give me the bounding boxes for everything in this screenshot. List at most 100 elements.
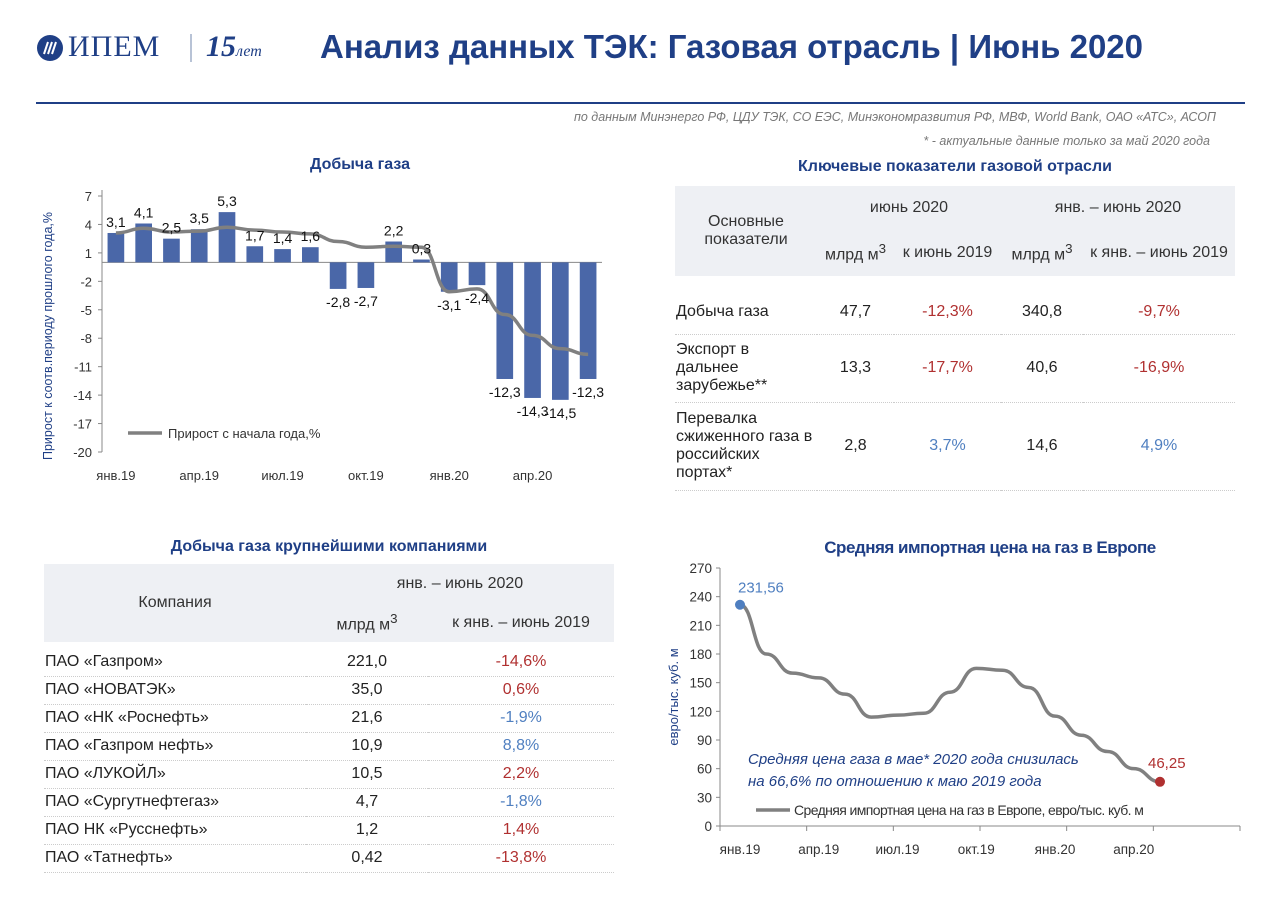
company-change: 0,6% <box>502 681 540 698</box>
key-group-june: июнь 2020 <box>869 199 949 216</box>
key-row-name: Перевалка сжиженного газа в российских п… <box>676 410 813 481</box>
x-tick-label: июл.19 <box>875 842 919 857</box>
company-col-name: Компания <box>138 594 212 611</box>
end-point <box>1155 776 1165 787</box>
data-label: 46,25 <box>1148 755 1186 772</box>
production-chart-title: Добыча газа <box>310 156 410 173</box>
y-tick-label: 150 <box>689 676 712 691</box>
bar <box>468 262 486 286</box>
key-row-p2: -16,9% <box>1133 359 1185 376</box>
table-row: ПАО «НОВАТЭК» 35,0 0,6% <box>44 676 614 704</box>
page-title: Анализ данных ТЭК: Газовая отрасль | Июн… <box>320 28 1144 65</box>
table-row: ПАО «ЛУКОЙЛ» 10,5 2,2% <box>44 760 614 788</box>
table-row: Экспорт в дальнее зарубежье** 13,3 -17,7… <box>675 334 1235 402</box>
key-unit-a: млрд м3 <box>824 241 887 264</box>
key-table-title: Ключевые показатели газовой отрасли <box>798 158 1112 175</box>
key-row-v2: 340,8 <box>1021 302 1063 320</box>
company-value: 10,9 <box>351 737 383 754</box>
company-name: ПАО «Татнефть» <box>45 849 173 866</box>
data-label: -14,5 <box>544 405 576 421</box>
data-label: 0,3 <box>412 241 432 257</box>
x-tick-label: янв.20 <box>430 468 469 483</box>
company-value: 221,0 <box>346 652 388 670</box>
company-col-change: к янв. – июнь 2019 <box>452 614 590 631</box>
bar <box>274 249 291 263</box>
company-name: ПАО «Газпром» <box>45 652 163 670</box>
data-label: 5,3 <box>217 193 237 209</box>
data-label: -2,7 <box>354 293 378 309</box>
table-row: ПАО «НК «Роснефть» 21,6 -1,9% <box>44 704 614 732</box>
y-tick-label: 60 <box>697 762 712 777</box>
y-tick-label: 30 <box>697 790 712 805</box>
y-tick-label: 1 <box>85 246 92 261</box>
footnote: * - актуальные данные только за май 2020… <box>923 134 1210 148</box>
key-unit-c: млрд м3 <box>1011 241 1073 264</box>
bar <box>357 262 375 288</box>
legend-label: Прирост с начала года,% <box>168 426 321 441</box>
company-change: -13,8% <box>495 849 547 866</box>
bar <box>552 262 569 400</box>
data-label: 1,7 <box>245 227 265 243</box>
data-label: 1,6 <box>301 228 321 244</box>
start-point <box>735 599 745 610</box>
key-col-main: Основные показатели <box>704 213 788 248</box>
key-row-p1: -12,3% <box>922 302 973 320</box>
x-tick-label: янв.19 <box>96 468 135 483</box>
company-change: 2,2% <box>502 765 540 782</box>
y-tick-label: 120 <box>689 704 712 719</box>
series-line <box>739 602 1161 784</box>
data-label: 4,1 <box>134 204 154 220</box>
logo-text: ИПЕМ <box>68 30 161 63</box>
legend-label: Средняя импортная цена на газ в Европе, … <box>794 802 1143 818</box>
bar <box>163 238 180 263</box>
logo-years: 15лет <box>206 30 262 63</box>
bar <box>413 259 430 263</box>
data-label: 3,1 <box>106 214 126 230</box>
y-tick-label: -11 <box>74 360 92 375</box>
data-label: 2,5 <box>162 220 182 236</box>
key-row-p2: 4,9% <box>1140 437 1178 454</box>
data-label: -3,1 <box>437 297 461 313</box>
key-row-name: Экспорт в дальнее зарубежье** <box>676 341 768 394</box>
key-row-v2: 14,6 <box>1026 437 1058 454</box>
table-row: ПАО «Татнефть» 0,42 -13,8% <box>44 844 614 872</box>
bar <box>496 262 514 379</box>
table-row: ПАО «Газпром нефть» 10,9 8,8% <box>44 732 614 760</box>
company-value: 4,7 <box>355 793 379 810</box>
data-label: -12,3 <box>572 384 604 400</box>
y-tick-label: -14 <box>73 388 92 403</box>
data-label: 231,56 <box>738 580 784 597</box>
y-tick-label: -5 <box>80 303 92 318</box>
company-col-unit: млрд м3 <box>336 611 398 634</box>
company-name: ПАО НК «Русснефть» <box>45 821 208 838</box>
data-label: 3,5 <box>189 210 209 226</box>
company-name: ПАО «ЛУКОЙЛ» <box>45 765 166 782</box>
table-row: ПАО НК «Русснефть» 1,2 1,4% <box>44 816 614 844</box>
key-table: Основные показатели июнь 2020 янв. – июн… <box>675 186 1235 491</box>
logo-icon <box>37 35 63 61</box>
header-divider <box>36 102 1245 104</box>
key-row-p1: -17,7% <box>922 359 973 376</box>
annotation-line1: Средняя цена газа в мае* 2020 года снизи… <box>748 751 1079 768</box>
y-tick-label: 210 <box>689 618 712 633</box>
x-tick-label: апр.20 <box>1113 842 1154 857</box>
company-value: 35,0 <box>351 681 383 698</box>
price-chart: 270 240 210 180 150 120 90 60 30 0 евро/тыс. куб. … <box>666 561 1241 857</box>
key-row-v1: 13,3 <box>839 359 872 376</box>
bar <box>190 229 208 263</box>
key-row-v2: 40,6 <box>1026 359 1058 376</box>
table-row: Перевалка сжиженного газа в российских п… <box>675 402 1235 490</box>
company-name: ПАО «НОВАТЭК» <box>45 681 176 698</box>
key-row-name: Добыча газа <box>676 302 769 320</box>
logo-divider <box>190 34 192 62</box>
table-row: ПАО «Газпром» 221,0 -14,6% <box>44 648 614 676</box>
y-tick-label: 4 <box>85 217 92 232</box>
production-chart: 7 4 1 -2 -5 -8 -11 -14 -17 -20 Прирост к соотв.пер… <box>41 189 604 483</box>
bar <box>135 223 152 263</box>
table-row: ПАО «Сургутнефтегаз» 4,7 -1,8% <box>44 788 614 816</box>
x-tick-label: окт.19 <box>958 842 995 857</box>
company-change: -14,6% <box>495 652 547 670</box>
y-tick-label: 0 <box>704 819 712 834</box>
key-group-ytd: янв. – июнь 2020 <box>1054 199 1182 216</box>
y-tick-label: -17 <box>73 417 92 432</box>
